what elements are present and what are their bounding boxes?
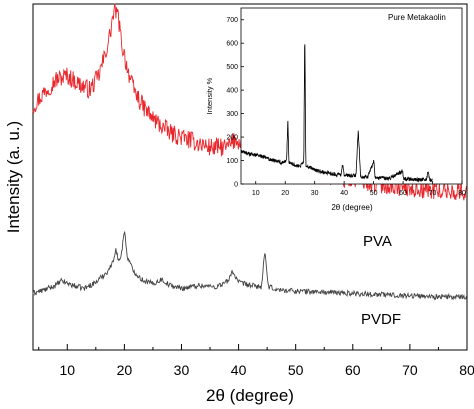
main-y-axis-label: Intensity (a. u.) — [4, 121, 23, 233]
main-x-axis-label: 2θ (degree) — [206, 386, 294, 405]
main-x-axis: 10 20 30 40 50 60 70 80 — [38, 344, 474, 378]
main-x-tick-label: 40 — [231, 362, 247, 378]
inset-y-axis-label: Intensity % — [205, 77, 214, 114]
inset-x-tick-label: 10 — [252, 190, 260, 197]
inset-y-tick-label: 0 — [234, 182, 238, 189]
inset-y-tick-label: 400 — [226, 88, 238, 95]
inset-series-line — [240, 44, 433, 183]
series-label-pva: PVA — [363, 233, 392, 250]
inset-x-tick-label: 40 — [340, 190, 348, 197]
inset-background — [241, 8, 462, 184]
main-x-tick-label: 20 — [117, 362, 133, 378]
main-plot-frame — [32, 3, 468, 351]
main-x-tick-label: 60 — [345, 362, 361, 378]
inset-y-tick-label: 300 — [226, 111, 238, 118]
inset-plot-frame — [240, 7, 463, 185]
series-label-pvdf: PVDF — [361, 311, 401, 328]
series-line-pvdf — [32, 230, 467, 301]
main-x-tick-label: 30 — [174, 362, 190, 378]
main-x-tick-label: 50 — [288, 362, 304, 378]
inset-y-tick-label: 100 — [226, 158, 238, 165]
inset-x-tick-label: 20 — [281, 190, 289, 197]
inset-axes: 10 20 30 40 50 60 70 80 0 100 200 300 400 500 600 700 — [226, 17, 466, 197]
inset-y-tick-label: 500 — [226, 64, 238, 71]
inset-y-tick-label: 200 — [226, 135, 238, 142]
main-x-tick-label: 70 — [402, 362, 418, 378]
inset-title: Pure Metakaolin — [388, 13, 446, 22]
inset-y-tick-label: 600 — [226, 41, 238, 48]
inset-series-group — [240, 44, 433, 183]
inset-x-axis-label: 2θ (degree) — [331, 203, 373, 212]
inset-x-tick-label: 70 — [429, 190, 437, 197]
inset-y-tick-label: 700 — [226, 17, 238, 24]
inset-x-tick-label: 50 — [370, 190, 378, 197]
inset-x-tick-label: 60 — [399, 190, 407, 197]
main-x-tick-label: 10 — [59, 362, 75, 378]
inset-x-tick-label: 30 — [311, 190, 319, 197]
inset-x-tick-label: 80 — [458, 190, 466, 197]
main-x-tick-label: 80 — [459, 362, 474, 378]
